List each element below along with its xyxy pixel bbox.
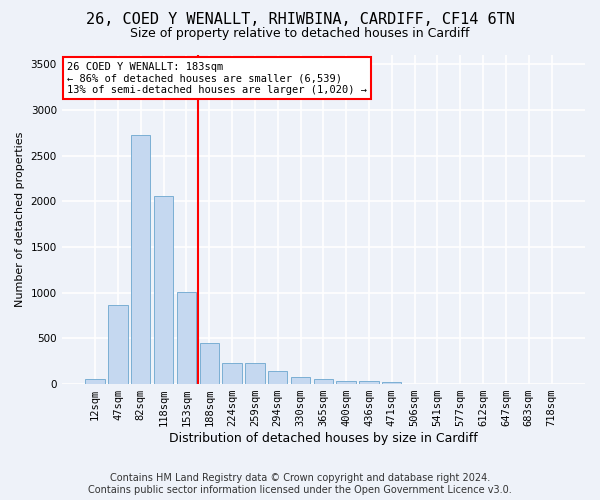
Text: 26, COED Y WENALLT, RHIWBINA, CARDIFF, CF14 6TN: 26, COED Y WENALLT, RHIWBINA, CARDIFF, C… bbox=[86, 12, 514, 28]
Bar bbox=[85, 378, 105, 384]
Bar bbox=[314, 379, 333, 384]
Bar bbox=[245, 363, 265, 384]
Bar bbox=[291, 377, 310, 384]
Bar bbox=[154, 196, 173, 384]
Text: 26 COED Y WENALLT: 183sqm
← 86% of detached houses are smaller (6,539)
13% of se: 26 COED Y WENALLT: 183sqm ← 86% of detac… bbox=[67, 62, 367, 95]
Y-axis label: Number of detached properties: Number of detached properties bbox=[15, 132, 25, 307]
X-axis label: Distribution of detached houses by size in Cardiff: Distribution of detached houses by size … bbox=[169, 432, 478, 445]
Bar bbox=[268, 372, 287, 384]
Bar bbox=[108, 306, 128, 384]
Bar bbox=[200, 343, 219, 384]
Bar bbox=[223, 363, 242, 384]
Bar bbox=[337, 382, 356, 384]
Bar bbox=[131, 134, 151, 384]
Bar bbox=[382, 382, 401, 384]
Bar bbox=[177, 292, 196, 384]
Text: Size of property relative to detached houses in Cardiff: Size of property relative to detached ho… bbox=[130, 28, 470, 40]
Bar bbox=[359, 382, 379, 384]
Text: Contains HM Land Registry data © Crown copyright and database right 2024.
Contai: Contains HM Land Registry data © Crown c… bbox=[88, 474, 512, 495]
